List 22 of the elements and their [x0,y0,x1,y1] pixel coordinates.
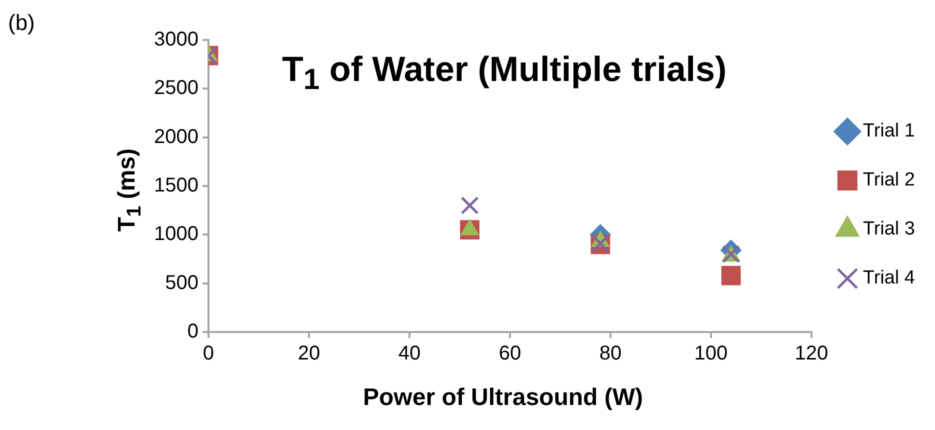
x-tick-label: 0 [202,342,214,365]
legend-label: Trial 2 [862,170,916,191]
text: (b) [8,10,35,36]
x-axis-title: Power of Ultrasound (W) [363,384,643,412]
y-tick-label: 2000 [154,126,198,148]
x-tick-label: 20 [298,342,320,365]
point [721,266,741,286]
chart-title: T$_{1}$ of Water (Multiple trials) [282,50,727,97]
y-tick-label: 3000 [154,28,198,51]
x-tick-label: 60 [498,342,522,365]
legend-label: Trial 3 [862,218,916,240]
y-tick-label: 1000 [154,223,198,246]
x-tick-label: 120 [794,342,828,365]
y-tick-label: 1500 [154,174,198,197]
x-tick-label: 80 [599,342,622,365]
x-tick-label: 40 [398,342,421,365]
legend-label: Trial 1 [862,120,916,142]
x-tick-label: 100 [694,342,728,365]
y-tick-label: 500 [165,272,198,294]
legend-label: Trial 4 [862,268,916,289]
y-tick-label: 2500 [154,77,198,100]
y-tick-label: 0 [187,320,198,343]
